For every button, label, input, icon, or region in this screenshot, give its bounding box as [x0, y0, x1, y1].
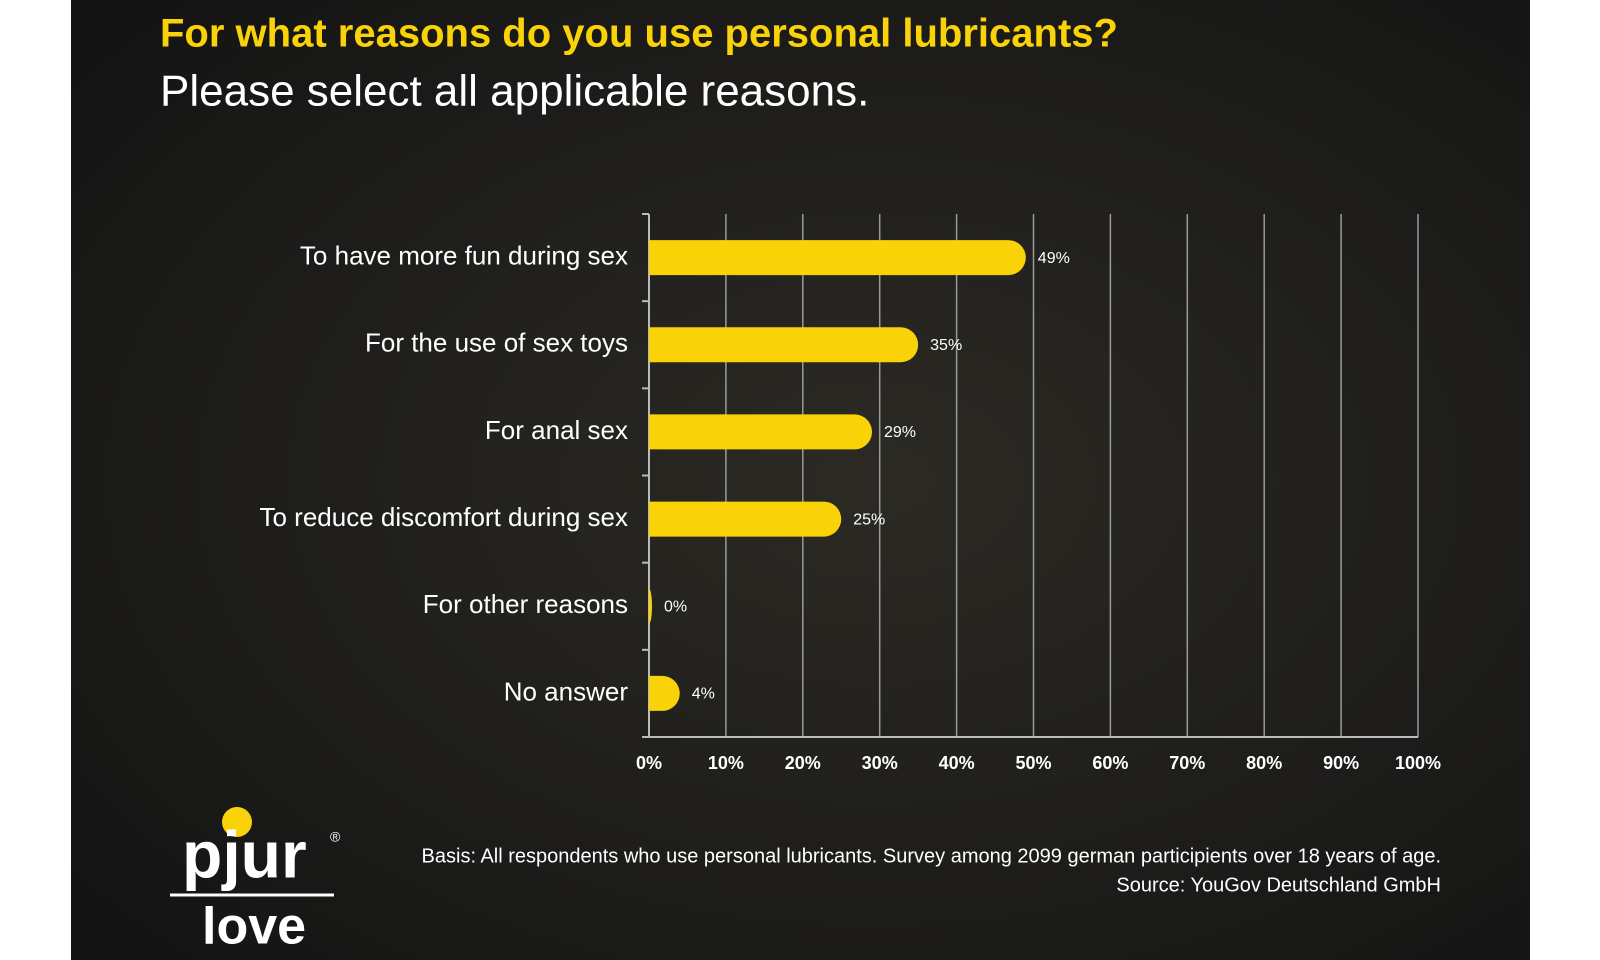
data-label: 4%	[692, 686, 715, 703]
y-tick-label: For anal sex	[485, 415, 628, 445]
bar	[649, 675, 680, 711]
data-label: 25%	[853, 511, 885, 528]
x-tick-label: 60%	[1092, 753, 1128, 773]
chart-subtitle: Please select all applicable reasons.	[160, 67, 869, 116]
x-tick-label: 80%	[1246, 753, 1282, 773]
footnote: Basis: All respondents who use personal …	[422, 845, 1441, 867]
logo-mark: ®	[330, 829, 341, 845]
bar	[649, 414, 873, 450]
y-tick-label: For other reasons	[423, 589, 628, 619]
bar	[649, 327, 919, 363]
logo-line: love	[202, 898, 306, 956]
chart-title: For what reasons do you use personal lub…	[160, 12, 1118, 56]
x-tick-label: 10%	[708, 753, 744, 773]
y-tick-label: To have more fun during sex	[300, 240, 628, 270]
y-tick-label: For the use of sex toys	[365, 328, 628, 358]
x-tick-label: 20%	[785, 753, 821, 773]
data-label: 0%	[664, 598, 687, 615]
logo: pjur ® love	[170, 807, 341, 956]
logo-dot	[222, 807, 252, 837]
x-tick-label: 90%	[1323, 753, 1359, 773]
x-tick-label: 0%	[636, 753, 662, 773]
data-label: 35%	[930, 337, 962, 354]
bar	[649, 501, 842, 537]
data-label: 49%	[1038, 250, 1070, 267]
bar	[649, 240, 1026, 276]
logo-brand: pjur	[182, 817, 307, 891]
bar	[649, 588, 652, 624]
x-tick-label: 70%	[1169, 753, 1205, 773]
panel	[71, 0, 1530, 960]
x-tick-label: 100%	[1395, 753, 1441, 773]
y-tick-label: No answer	[504, 676, 629, 706]
footnote: Source: YouGov Deutschland GmbH	[1116, 874, 1441, 896]
x-tick-label: 50%	[1015, 753, 1051, 773]
x-tick-label: 40%	[939, 753, 975, 773]
data-label: 29%	[884, 424, 916, 441]
x-tick-label: 30%	[862, 753, 898, 773]
y-tick-label: To reduce discomfort during sex	[259, 502, 628, 532]
